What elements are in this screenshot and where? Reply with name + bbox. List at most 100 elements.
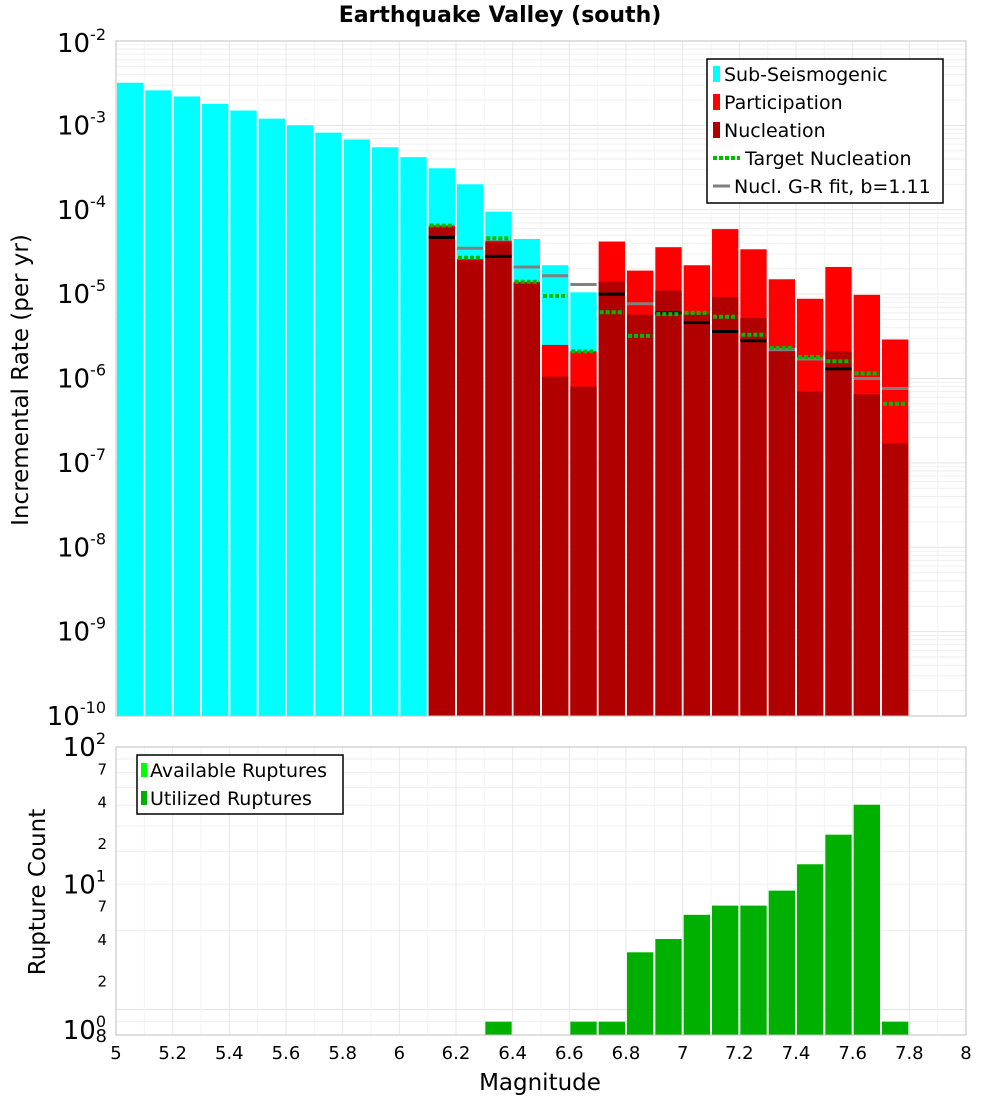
- sub-seismogenic-bar: [400, 157, 427, 717]
- utilized-ruptures-bar: [627, 952, 654, 1035]
- nucleation-bar: [655, 290, 682, 716]
- legend-label: Participation: [724, 92, 843, 114]
- count-y-minor-tick-label: 4: [97, 931, 107, 949]
- utilized-ruptures-bar: [740, 905, 767, 1035]
- sub-seismogenic-bar: [202, 103, 229, 717]
- utilized-ruptures-bar: [882, 1021, 909, 1035]
- count-y-tick-label: 100: [63, 1012, 106, 1046]
- sub-seismogenic-bar: [173, 96, 200, 716]
- rate-y-tick-label: 10-7: [57, 445, 106, 479]
- legend-label: Nucl. G-R fit, b=1.11: [734, 176, 931, 198]
- legend-label: Utilized Ruptures: [150, 788, 312, 810]
- rate-legend: Sub-Seismogenic Participation Nucleation Ta…: [706, 58, 944, 204]
- nucleation-bar: [882, 443, 909, 716]
- x-tick-label: 6.6: [555, 1043, 584, 1064]
- rate-y-tick-label: 10-5: [57, 276, 106, 310]
- nucleation-bar: [570, 386, 597, 716]
- utilized-ruptures-bar: [683, 914, 710, 1035]
- sub-seismogenic-bar: [372, 147, 399, 717]
- rate-panel: 10-10 10-9 10-8 10-7 10-6 10-5 10-4 10-3 10-2 In…: [8, 25, 967, 732]
- nucleation-bar: [825, 351, 852, 716]
- sub-seismogenic-bar: [230, 110, 257, 716]
- nucleation-bar: [627, 314, 654, 716]
- sub-seismogenic-bar: [315, 132, 342, 716]
- count-plot-frame: [115, 746, 967, 1036]
- nucleation-bar: [485, 242, 512, 716]
- rate-bars: [117, 82, 909, 717]
- count-y-minor-tick-label: 7: [97, 760, 107, 778]
- count-y-minor-tick-label: 7: [97, 898, 107, 916]
- legend-swatch: [141, 763, 147, 777]
- count-y-tick-label: 101: [63, 866, 106, 900]
- utilized-ruptures-bar: [825, 834, 852, 1035]
- chart-title: Earthquake Valley (south): [339, 3, 662, 28]
- x-tick-labels: 5 5.2 5.4 5.6 5.8 6 6.2 6.4 6.6 6.8 7 7.2 7.4 7.6 7.8 8: [110, 1043, 971, 1064]
- rate-legend-box: [706, 58, 944, 204]
- utilized-ruptures-bar: [797, 864, 824, 1035]
- nucleation-bar: [457, 260, 484, 716]
- count-bars: [485, 804, 909, 1035]
- nucleation-bar: [598, 281, 625, 716]
- sub-seismogenic-bar: [145, 90, 172, 716]
- rate-y-tick-label: 10-6: [57, 361, 106, 395]
- count-y-minor-tick-label: 2: [97, 835, 107, 853]
- nucleation-bar: [768, 351, 795, 716]
- utilized-ruptures-bar: [712, 905, 739, 1035]
- count-y-minor-tick-label: 4: [97, 794, 107, 812]
- x-tick-label: 8: [960, 1043, 971, 1064]
- x-tick-label: 5.2: [158, 1043, 187, 1064]
- x-tick-label: 7.8: [895, 1043, 924, 1064]
- utilized-ruptures-bar: [853, 804, 880, 1035]
- nucleation-bar: [542, 376, 569, 716]
- rate-y-tick-labels: 10-10 10-9 10-8 10-7 10-6 10-5 10-4 10-3 10-2: [47, 25, 106, 732]
- x-tick-label: 5: [110, 1043, 121, 1064]
- utilized-ruptures-bar: [655, 939, 682, 1035]
- count-y-axis-title: Rupture Count: [25, 809, 51, 975]
- count-y-tick-label: 102: [63, 729, 106, 763]
- count-y-minor-tick-label: 2: [97, 972, 107, 990]
- utilized-ruptures-bar: [485, 1021, 512, 1035]
- utilized-ruptures-bar: [768, 890, 795, 1035]
- x-tick-label: 5.6: [272, 1043, 301, 1064]
- rate-y-tick-label: 10-9: [57, 614, 106, 648]
- rate-y-tick-label: 10-8: [57, 529, 106, 563]
- nucleation-bar: [740, 318, 767, 716]
- x-tick-label: 5.8: [328, 1043, 357, 1064]
- utilized-ruptures-bar: [570, 1021, 597, 1035]
- nucleation-bar: [797, 391, 824, 716]
- x-tick-label: 7: [677, 1043, 688, 1064]
- x-tick-label: 5.4: [215, 1043, 244, 1064]
- nucleation-bar: [712, 297, 739, 716]
- rate-plot-frame: [115, 40, 967, 717]
- legend-label: Available Ruptures: [150, 760, 327, 782]
- legend-label: Nucleation: [724, 120, 826, 142]
- rate-y-tick-label: 10-2: [57, 25, 106, 59]
- legend-swatch: [141, 791, 147, 805]
- rate-fit-lines: [428, 223, 909, 406]
- x-tick-label: 6: [394, 1043, 405, 1064]
- rate-y-tick-label: 10-4: [57, 192, 106, 226]
- legend-swatch: [713, 122, 720, 138]
- legend-label: Target Nucleation: [744, 148, 912, 170]
- count-y-minor-tick-label: 8: [96, 1026, 107, 1047]
- rate-y-tick-label: 10-10: [47, 698, 106, 732]
- nucleation-bar: [513, 283, 540, 716]
- utilized-ruptures-bar: [598, 1021, 625, 1035]
- x-tick-label: 6.2: [442, 1043, 471, 1064]
- x-tick-label: 6.4: [498, 1043, 527, 1064]
- legend-label: Sub-Seismogenic: [724, 64, 888, 86]
- sub-seismogenic-bar: [343, 139, 370, 716]
- sub-seismogenic-bar: [258, 118, 285, 716]
- nucleation-bar: [428, 227, 455, 716]
- x-tick-label: 7.4: [782, 1043, 811, 1064]
- x-tick-label: 7.6: [838, 1043, 867, 1064]
- x-tick-label: 6.8: [612, 1043, 641, 1064]
- legend-swatch: [713, 94, 720, 110]
- legend-swatch: [713, 66, 720, 82]
- sub-seismogenic-bar: [117, 82, 144, 716]
- rate-y-axis-title: Incremental Rate (per yr): [8, 234, 34, 526]
- nucleation-bar: [683, 314, 710, 716]
